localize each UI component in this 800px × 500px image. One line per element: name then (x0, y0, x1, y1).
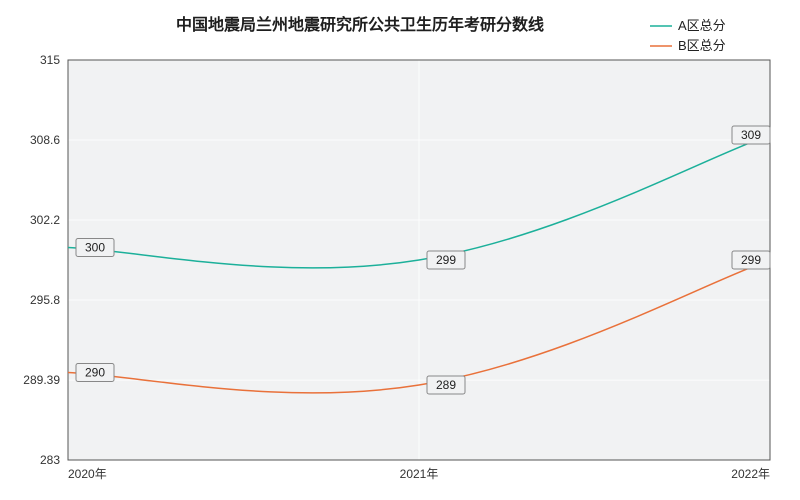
y-tick-label: 302.2 (30, 213, 60, 227)
legend-label: A区总分 (678, 18, 726, 33)
legend-label: B区总分 (678, 38, 726, 53)
data-label-text: 289 (436, 378, 456, 392)
line-chart: 283 289.39 295.8 302.2 308.6 315 2020年 2021年 202… (0, 0, 800, 500)
y-tick-label: 315 (40, 53, 60, 67)
chart-title: 中国地震局兰州地震研究所公共卫生历年考研分数线 (176, 15, 544, 34)
chart-container: { "chart": { "type": "line", "title": "中… (0, 0, 800, 500)
y-tick-label: 283 (40, 453, 60, 467)
y-tick-label: 308.6 (30, 133, 60, 147)
x-tick-label: 2022年 (731, 467, 770, 481)
data-label-text: 290 (85, 366, 105, 380)
x-tick-label: 2021年 (400, 467, 439, 481)
data-label-text: 300 (85, 241, 105, 255)
data-label-text: 299 (436, 253, 456, 267)
x-tick-label: 2020年 (68, 467, 107, 481)
y-tick-label: 295.8 (30, 293, 60, 307)
data-label-text: 299 (741, 253, 761, 267)
data-label-text: 309 (741, 128, 761, 142)
y-tick-label: 289.39 (23, 373, 60, 387)
